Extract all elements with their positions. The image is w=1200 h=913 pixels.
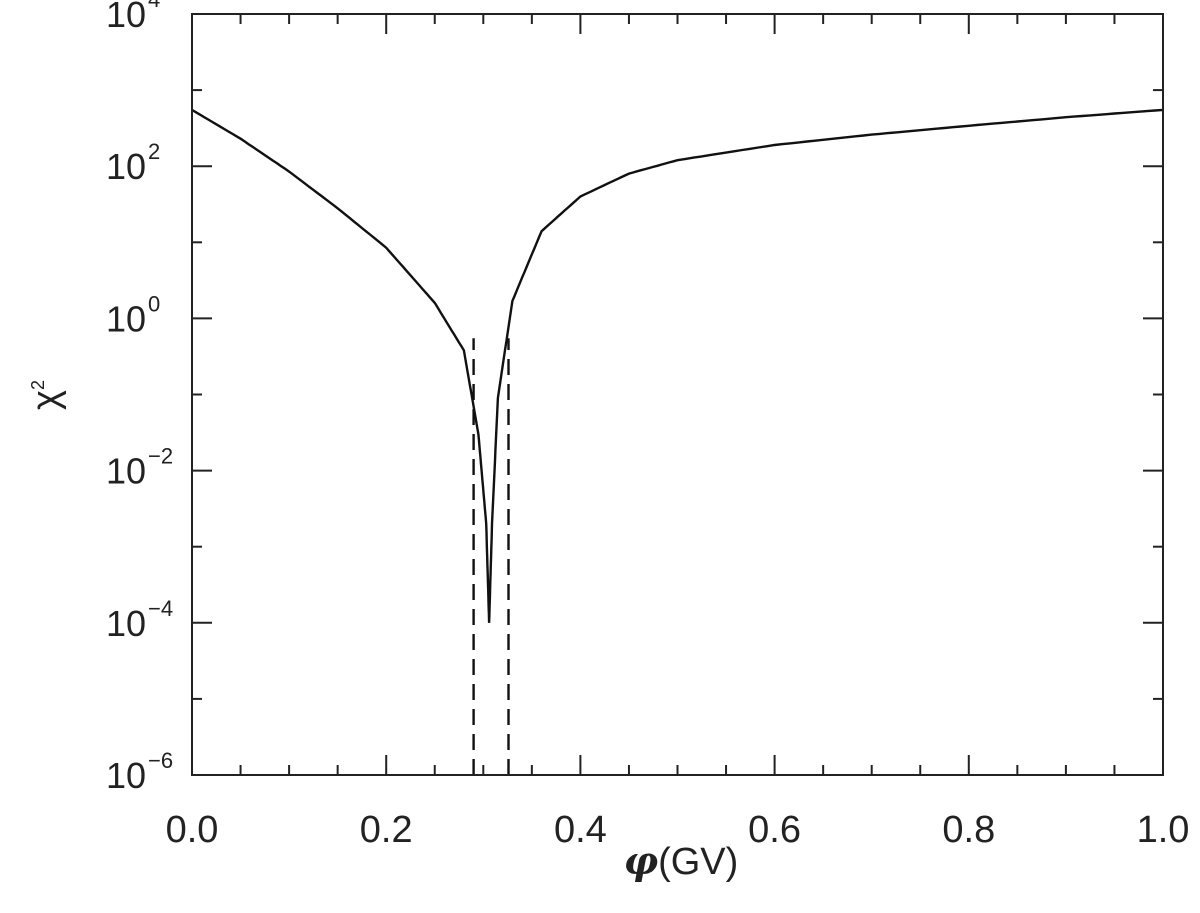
- x-axis-label: φ(GV): [624, 838, 739, 883]
- x-tick-label: 0.0: [166, 809, 219, 851]
- x-tick-labels: 0.0 0.2 0.4 0.6 0.8 1.0: [166, 809, 1190, 851]
- x-tick-label: 1.0: [1137, 809, 1190, 851]
- y-tick-exponent: −4: [148, 596, 173, 621]
- y-tick-label: 10: [106, 298, 146, 339]
- y-tick-base: 10: [106, 0, 146, 35]
- y-tick-exponent: 4: [148, 0, 160, 12]
- x-tick-label: 0.4: [554, 809, 607, 851]
- y-tick-base: 10: [106, 603, 146, 644]
- x-tick-label: 0.6: [748, 809, 801, 851]
- axis-ticks: [191, 13, 1164, 776]
- y-tick-base: 10: [106, 451, 146, 492]
- plot-frame: [191, 13, 1164, 776]
- y-tick-label: 10: [106, 603, 146, 644]
- y-tick-base: 10: [106, 755, 146, 796]
- x-tick-label: 0.2: [360, 809, 413, 851]
- y-tick-exponent: 0: [148, 291, 160, 316]
- y-tick-label: 10: [106, 451, 146, 492]
- y-tick-base: 10: [106, 146, 146, 187]
- x-axis-unit: (GV): [658, 841, 738, 883]
- y-axis-label: χ2: [25, 380, 67, 410]
- series-lines: [191, 108, 1164, 775]
- x-axis-symbol: φ: [624, 838, 658, 883]
- y-tick-label: 10: [106, 146, 146, 187]
- y-tick-exponent: −6: [148, 748, 173, 773]
- y-axis-superscript: 2: [28, 380, 48, 390]
- y-tick-exponent: −2: [148, 444, 173, 469]
- y-axis-symbol: χ: [25, 390, 67, 410]
- y-tick-label: 10: [106, 755, 146, 796]
- y-tick-base: 10: [106, 298, 146, 339]
- y-tick-labels: 10−610−410−2100102104: [106, 0, 173, 796]
- x-tick-label: 0.8: [942, 809, 995, 851]
- y-tick-exponent: 2: [148, 139, 160, 164]
- chi-square-curve: [191, 108, 1164, 623]
- y-tick-label: 10: [106, 0, 146, 35]
